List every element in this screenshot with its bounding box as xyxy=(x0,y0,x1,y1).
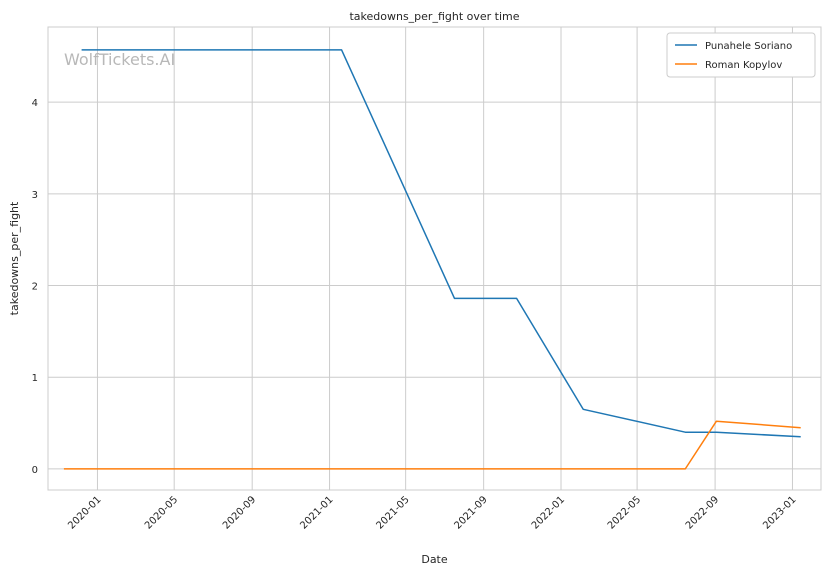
y-tick-label: 3 xyxy=(32,190,38,201)
x-tick-label: 2020-01 xyxy=(66,494,103,531)
plot-area-frame xyxy=(47,26,822,491)
watermark-text: WolfTickets.AI xyxy=(64,50,175,69)
series-line-punahele-soriano xyxy=(81,49,801,438)
y-tick-label: 4 xyxy=(32,98,38,109)
x-tick-label: 2021-09 xyxy=(452,494,489,531)
y-tick-label: 0 xyxy=(32,465,38,476)
series-lines xyxy=(63,49,801,470)
y-tick-label: 2 xyxy=(32,282,38,293)
grid-lines xyxy=(48,27,821,490)
x-axis-title: Date xyxy=(421,553,448,566)
tick-labels: 2020-01 2020-05 2020-09 2021-01 2021-05 2021-… xyxy=(32,98,799,531)
x-tick-label: 2022-05 xyxy=(606,494,643,531)
legend-label-series-0: Punahele Soriano xyxy=(705,41,792,52)
x-tick-label: 2021-01 xyxy=(298,494,335,531)
x-tick-label: 2020-09 xyxy=(221,494,258,531)
legend-box xyxy=(666,32,816,78)
series-line-roman-kopylov xyxy=(63,420,801,470)
y-axis-title: takedowns_per_fight xyxy=(8,201,21,315)
legend-label-series-1: Roman Kopylov xyxy=(705,60,782,71)
legend: Punahele Soriano Roman Kopylov xyxy=(666,32,816,78)
x-tick-label: 2022-01 xyxy=(530,494,567,531)
x-tick-label: 2023-01 xyxy=(761,494,798,531)
x-tick-label: 2020-05 xyxy=(143,494,180,531)
chart-title: takedowns_per_fight over time xyxy=(349,10,519,23)
x-tick-label: 2021-05 xyxy=(374,494,411,531)
y-tick-label: 1 xyxy=(32,373,38,384)
x-tick-label: 2022-09 xyxy=(684,494,721,531)
